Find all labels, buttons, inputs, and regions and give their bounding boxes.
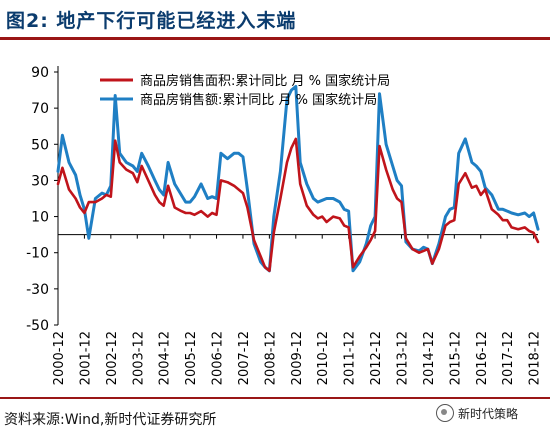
x-tick-label: 2007-12 (237, 331, 252, 385)
figure-title-bar: 图2: 地产下行可能已经进入末端 (0, 0, 550, 40)
x-axis: 2000-12 2001-12 2002-12 2003-12 2004-12 2005-… (52, 234, 543, 385)
x-tick-label: 2004-12 (158, 331, 173, 385)
x-tick-label: 2008-12 (263, 331, 278, 385)
series-line-sales-amount (56, 85, 540, 273)
x-tick-label: 2013-12 (395, 331, 410, 385)
series-line-sales-area (56, 137, 540, 273)
x-tick-label: 2018-12 (528, 331, 543, 385)
series-layer (56, 85, 540, 273)
x-tick-label: 2010-12 (316, 331, 331, 385)
x-tick-label: 2009-12 (290, 331, 305, 385)
x-tick-label: 2003-12 (131, 331, 146, 385)
y-tick-label: -30 (26, 282, 49, 298)
line-chart: -50 -30 -10 10 30 50 70 90 2000-12 2001-12 2002-1… (26, 65, 543, 385)
y-tick-label: 30 (31, 173, 49, 189)
x-tick-label: 2014-12 (422, 331, 437, 385)
x-tick-label: 2001-12 (78, 331, 93, 385)
x-tick-label: 2000-12 (52, 331, 67, 385)
x-tick-label: 2015-12 (448, 331, 463, 385)
legend-label: 商品房销售面积:累计同比 月 % 国家统计局 (140, 73, 390, 89)
x-tick-label: 2016-12 (475, 331, 490, 385)
x-tick-label: 2006-12 (211, 331, 226, 385)
y-tick-label: -50 (26, 318, 49, 334)
y-tick-label: 70 (31, 101, 49, 117)
wechat-logo-icon (436, 404, 454, 422)
y-tick-label: 90 (31, 65, 49, 81)
watermark: 新时代策略 (436, 404, 518, 422)
y-axis: -50 -30 -10 10 30 50 70 90 (26, 65, 59, 334)
source-divider (0, 397, 550, 399)
source-note: 资料来源:Wind,新时代证券研究所 (4, 412, 217, 428)
legend-label: 商品房销售额:累计同比 月 % 国家统计局 (140, 92, 377, 108)
title-divider (0, 37, 550, 40)
y-tick-label: -10 (26, 246, 49, 262)
y-tick-label: 10 (31, 210, 49, 226)
x-tick-label: 2017-12 (501, 331, 516, 385)
x-tick-label: 2002-12 (105, 331, 120, 385)
x-tick-label: 2005-12 (184, 331, 199, 385)
x-tick-label: 2012-12 (369, 331, 384, 385)
figure-title: 图2: 地产下行可能已经进入末端 (6, 10, 297, 32)
y-tick-label: 50 (31, 137, 49, 153)
watermark-text: 新时代策略 (458, 406, 519, 421)
x-tick-label: 2011-12 (343, 331, 358, 385)
